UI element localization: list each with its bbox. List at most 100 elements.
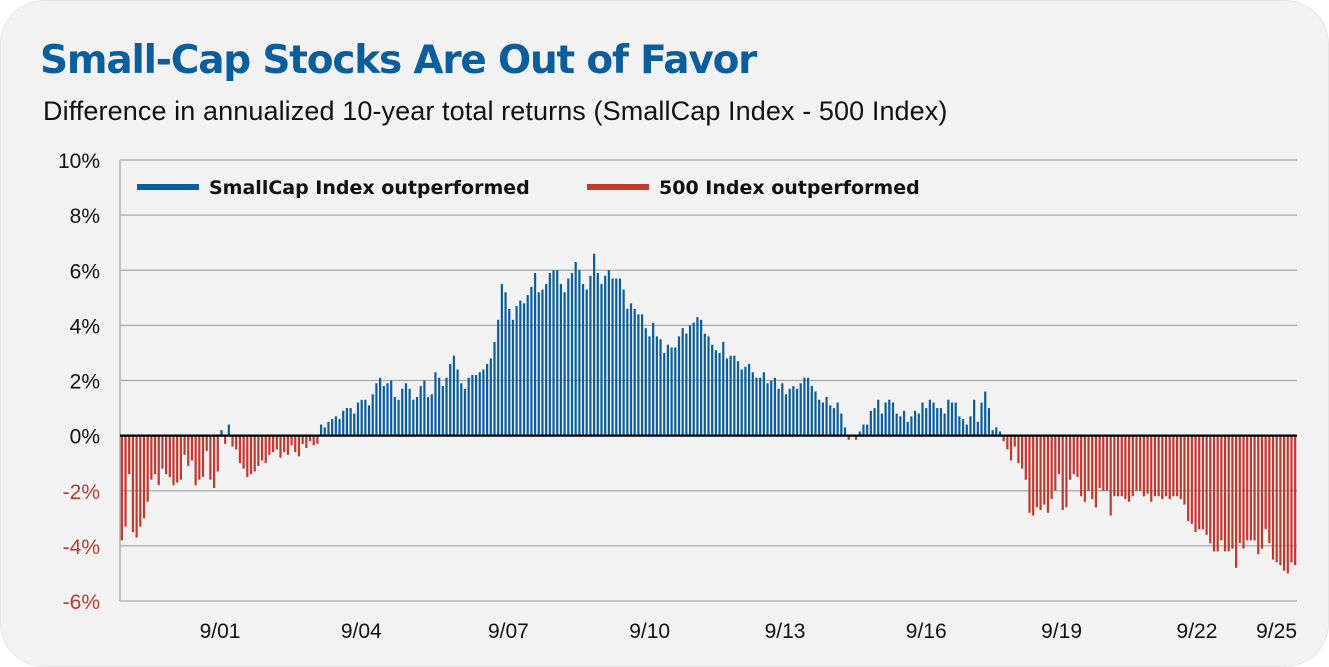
bar-negative <box>165 435 168 475</box>
bar-positive <box>552 270 555 436</box>
bar-positive <box>364 399 367 436</box>
bar-positive <box>456 369 459 436</box>
bar-negative <box>1124 435 1127 500</box>
bar-positive <box>633 308 636 436</box>
bar-positive <box>412 399 415 436</box>
bar-negative <box>1260 435 1264 549</box>
bar-negative <box>1091 435 1094 500</box>
bar-positive <box>600 284 603 436</box>
bar-positive <box>452 355 456 436</box>
bar-negative <box>1006 435 1009 450</box>
bar-negative <box>1080 435 1083 497</box>
x-tick-label: 9/07 <box>488 620 529 643</box>
bar-negative <box>1216 435 1219 552</box>
bar-negative <box>1279 435 1282 566</box>
x-tick-label: 9/19 <box>1041 620 1082 643</box>
bar-negative <box>139 435 142 527</box>
bar-positive <box>914 410 917 436</box>
bar-positive <box>515 306 518 436</box>
bar-negative <box>1238 435 1241 544</box>
bar-positive <box>891 402 895 436</box>
chart-subtitle: Difference in annualized 10-year total r… <box>43 96 948 126</box>
bar-negative <box>1168 435 1171 500</box>
bar-positive <box>821 402 824 436</box>
bar-negative <box>1128 435 1131 502</box>
bar-negative <box>1098 435 1101 488</box>
bar-negative <box>1294 435 1297 566</box>
bar-positive <box>947 399 950 436</box>
bar-negative <box>297 435 301 457</box>
bar-positive <box>810 386 813 436</box>
bar-positive <box>751 372 754 436</box>
bar-positive <box>626 308 629 436</box>
bar-positive <box>349 408 352 436</box>
bar-negative <box>253 435 256 472</box>
bar-positive <box>563 292 566 436</box>
bar-negative <box>294 435 297 453</box>
bar-positive <box>747 363 751 436</box>
bar-positive <box>950 402 954 436</box>
bar-positive <box>998 431 1002 436</box>
bar-positive <box>814 391 817 436</box>
bar-positive <box>906 421 909 436</box>
bar-positive <box>622 289 625 436</box>
legend-label-500: 500 Index outperformed <box>659 177 920 199</box>
bar-negative <box>246 435 249 477</box>
bar-negative <box>1212 435 1216 552</box>
y-tick-label: 0% <box>70 426 100 449</box>
bar-positive <box>327 421 330 436</box>
bar-negative <box>1223 435 1227 552</box>
bar-negative <box>1268 435 1271 544</box>
bar-positive <box>460 383 463 436</box>
bar-positive <box>338 419 341 436</box>
bar-positive <box>342 410 345 436</box>
bar-negative <box>124 435 127 527</box>
bar-negative <box>209 435 212 480</box>
bar-positive <box>533 273 537 436</box>
bar-positive <box>829 405 832 436</box>
bar-negative <box>1227 435 1230 552</box>
bar-positive <box>430 394 433 436</box>
bar-positive <box>795 388 799 436</box>
bar-negative <box>1002 435 1005 442</box>
bar-negative <box>1035 435 1038 508</box>
bar-negative <box>1113 435 1116 497</box>
bar-positive <box>733 355 736 436</box>
bar-positive <box>371 394 374 436</box>
bar-positive <box>663 352 666 436</box>
bar-negative <box>1135 435 1138 491</box>
bar-positive <box>323 427 326 436</box>
bar-positive <box>766 383 769 436</box>
bar-positive <box>382 386 385 436</box>
bar-positive <box>784 394 788 436</box>
bar-positive <box>995 427 998 436</box>
bar-positive <box>818 399 821 436</box>
bar-positive <box>445 377 448 436</box>
bar-positive <box>666 344 670 436</box>
y-tick-label: -4% <box>63 536 100 559</box>
bar-negative <box>1198 435 1201 530</box>
y-tick-label: 4% <box>70 315 100 338</box>
bar-positive <box>393 397 396 436</box>
bar-positive <box>474 374 478 436</box>
bar-positive <box>611 278 614 436</box>
bar-positive <box>648 336 651 436</box>
bar-negative <box>1105 435 1109 491</box>
bar-positive <box>581 284 585 436</box>
bar-positive <box>644 328 647 436</box>
bar-positive <box>685 333 688 436</box>
bar-negative <box>1282 435 1286 571</box>
bar-positive <box>331 419 334 436</box>
bar-positive <box>836 402 839 436</box>
bar-negative <box>1264 435 1267 530</box>
bar-positive <box>356 402 360 436</box>
bar-positive <box>401 388 404 436</box>
legend-item-500: 500 Index outperformed <box>587 177 920 199</box>
bar-positive <box>511 319 515 436</box>
bar-positive <box>858 431 861 436</box>
bar-negative <box>286 435 289 455</box>
bar-negative <box>290 435 293 446</box>
bar-positive <box>939 408 943 436</box>
bar-negative <box>1246 435 1249 541</box>
